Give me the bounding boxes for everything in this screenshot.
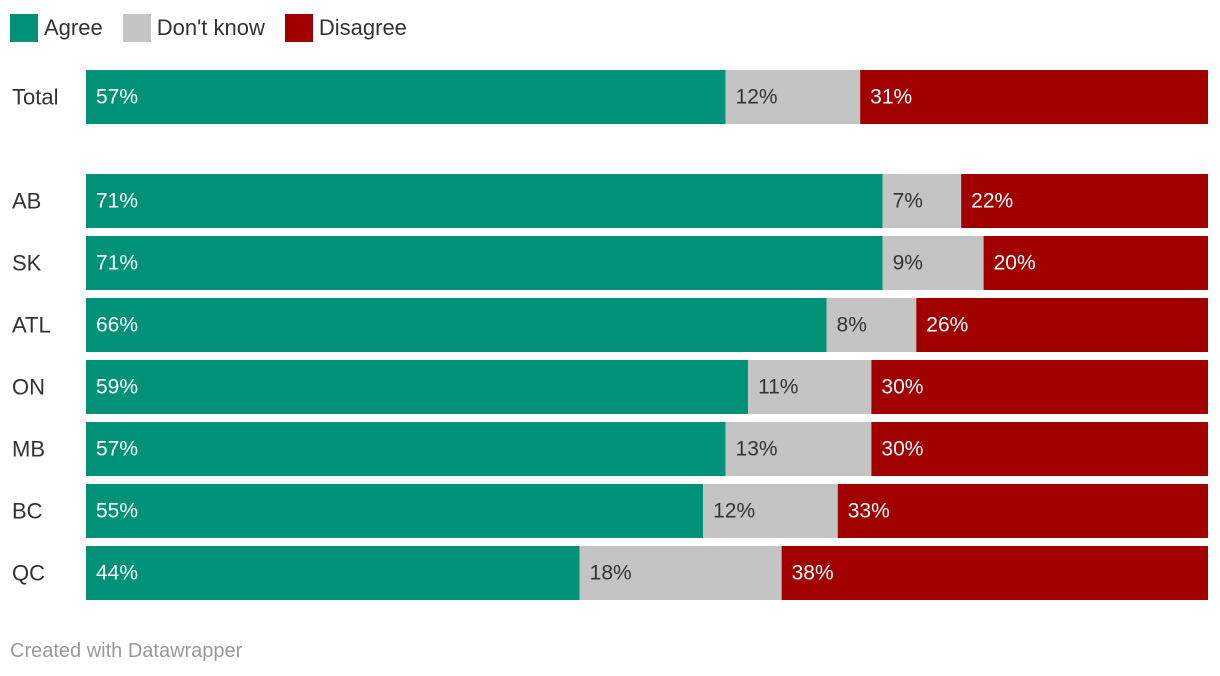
value-label: 59% [96,376,138,399]
bar-segment-don-t-know [579,546,782,600]
legend-item-disagree: Disagree [284,14,407,42]
legend-swatch [122,14,151,42]
bar-segment-agree [86,70,726,124]
row-label: MB [12,437,45,462]
row-label: QC [12,561,45,586]
legend-label: Disagree [318,15,407,40]
bar-row-bc: BC 55% 12% 33% [12,484,1208,538]
legend: Agree Don't know Disagree [10,14,427,42]
value-label: 7% [893,190,923,213]
bar-segment-don-t-know [747,360,872,414]
bar-segment-don-t-know [882,236,984,290]
bar-segment-disagree [860,70,1208,124]
bar-row-ab: AB 71% 7% 22% [12,174,1208,228]
bar-segment-don-t-know [725,70,861,124]
value-label: 12% [713,500,755,523]
row-label: AB [12,189,41,214]
legend-label: Agree [44,15,103,40]
value-label: 55% [96,500,138,523]
bar-segment-agree [86,298,827,352]
value-label: 44% [96,562,138,585]
value-label: 33% [848,500,890,523]
value-label: 30% [881,438,923,461]
value-label: 71% [96,190,138,213]
bar-segment-don-t-know [703,484,838,538]
bar-row-qc: QC 44% 18% 38% [12,546,1208,600]
row-label: BC [12,499,43,524]
value-label: 8% [837,314,867,337]
bar-row-atl: ATL 66% 8% 26% [12,298,1208,352]
bar-row-mb: MB 57% 13% 30% [12,422,1208,476]
legend-item-don-t-know: Don't know [122,14,265,42]
bar-segment-don-t-know [826,298,917,352]
value-label: 26% [926,314,968,337]
bar-segment-disagree [871,360,1208,414]
value-label: 57% [96,86,138,109]
value-label: 38% [792,562,834,585]
value-label: 18% [590,562,632,585]
bar-row-sk: SK 71% 9% 20% [12,236,1208,290]
value-label: 31% [870,86,912,109]
value-label: 71% [96,252,138,275]
value-label: 13% [736,438,778,461]
row-label: ON [12,375,45,400]
bar-segment-disagree [961,174,1208,228]
legend-label: Don't know [156,15,265,40]
row-label: ATL [12,313,51,338]
value-label: 57% [96,438,138,461]
bar-segment-disagree [781,546,1208,600]
bar-segment-agree [86,236,883,290]
bar-segment-disagree [916,298,1208,352]
bar-segment-agree [86,360,748,414]
value-label: 66% [96,314,138,337]
bar-segment-agree [86,174,883,228]
legend-item-agree: Agree [10,14,103,42]
bar-segment-agree [86,484,704,538]
bar-segment-agree [86,422,726,476]
value-label: 30% [881,376,923,399]
bar-segment-don-t-know [882,174,962,228]
bar-segment-don-t-know [725,422,872,476]
footer-credit: Created with Datawrapper [10,640,243,662]
value-label: 11% [758,376,798,399]
bar-segment-disagree [871,422,1208,476]
bar-segment-disagree [983,236,1208,290]
bar-row-total: Total 57% 12% 31% [12,70,1208,124]
legend-swatch [10,14,38,42]
row-label: Total [12,85,58,110]
row-label: SK [12,251,42,276]
bar-segment-agree [86,546,580,600]
value-label: 12% [736,86,778,109]
value-label: 20% [994,252,1036,275]
value-label: 22% [971,190,1013,213]
bar-segment-disagree [837,484,1208,538]
bar-row-on: ON 59% 11% 30% [12,360,1208,414]
legend-swatch [284,14,313,42]
value-label: 9% [893,252,923,275]
